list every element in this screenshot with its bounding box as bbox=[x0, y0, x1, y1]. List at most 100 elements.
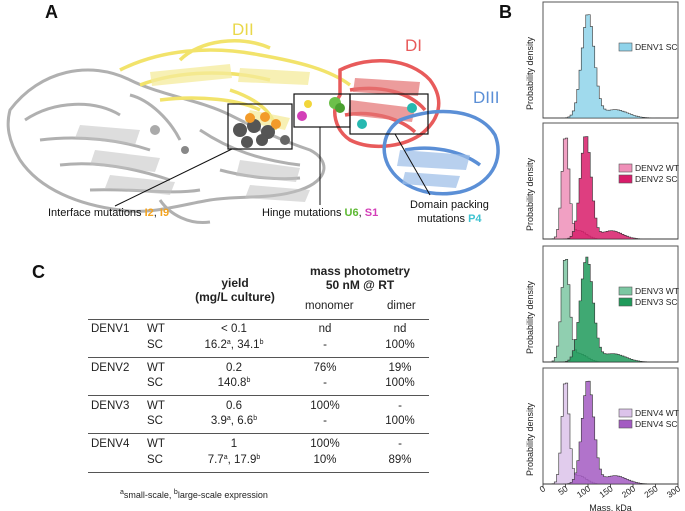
mutation-p4: P4 bbox=[468, 213, 482, 225]
dimer-value: - bbox=[398, 400, 402, 412]
monomer-header: monomer bbox=[305, 300, 354, 312]
histogram-series bbox=[543, 136, 678, 240]
sup-b: b bbox=[173, 489, 178, 496]
panel-label-c: C bbox=[32, 262, 45, 282]
gray-sheets bbox=[75, 125, 310, 202]
sup-a: a bbox=[223, 454, 228, 461]
histogram-series bbox=[543, 14, 678, 119]
domain-packing-line2: mutations bbox=[417, 213, 469, 225]
domain-label-di: DI bbox=[405, 36, 422, 55]
monomer-value: 100% bbox=[310, 400, 340, 412]
dimer-value: 19% bbox=[388, 362, 412, 374]
yield-value: 0.6 bbox=[226, 400, 242, 412]
variant-label: SC bbox=[147, 339, 163, 351]
legend-swatch bbox=[618, 408, 633, 418]
domain-packing-line1: Domain packing bbox=[410, 199, 489, 211]
mass-photometry-header: mass photometry 50 nM @ RT bbox=[290, 264, 430, 292]
domain-label-dii: DII bbox=[232, 20, 254, 39]
interface-box bbox=[227, 103, 293, 150]
table-rule bbox=[88, 319, 429, 320]
mp-header-line2: 50 nM @ RT bbox=[325, 278, 395, 292]
dimer-value: 100% bbox=[385, 377, 415, 389]
sup-a: a bbox=[226, 339, 231, 346]
monomer-value: 100% bbox=[310, 438, 340, 450]
monomer-value: - bbox=[323, 415, 327, 427]
mass-histograms: Probability density DENV1 SC Probability d… bbox=[525, 1, 683, 511]
x-tick-label: 300 bbox=[665, 483, 683, 499]
protein-structure-illustration bbox=[6, 39, 500, 225]
monomer-value: 10% bbox=[313, 454, 337, 466]
variant-label: WT bbox=[147, 400, 165, 412]
dimer-header: dimer bbox=[387, 300, 416, 312]
variant-label: WT bbox=[147, 323, 165, 335]
domain-label-diii: DIII bbox=[473, 88, 500, 107]
y-axis-label: Probability density bbox=[525, 157, 535, 231]
legend-label: DENV4 SC bbox=[635, 419, 678, 429]
dimer-value: 100% bbox=[385, 415, 415, 427]
mutation-i2: I2 bbox=[144, 207, 154, 219]
y-axis-label: Probability density bbox=[525, 36, 535, 110]
serotype-label: DENV4 bbox=[91, 438, 130, 450]
x-tick-label: 0 bbox=[538, 483, 548, 494]
legend-swatch bbox=[618, 42, 633, 52]
yield-large: 34.1 bbox=[237, 339, 260, 351]
sup-a: a bbox=[120, 489, 124, 496]
interface-mutation-spheres bbox=[150, 112, 290, 154]
footnote-b: large-scale expression bbox=[177, 490, 268, 500]
table-rule bbox=[88, 433, 429, 434]
variant-label: SC bbox=[147, 377, 163, 389]
yield-large: 140.8 bbox=[217, 377, 247, 389]
mutation-u6: U6 bbox=[344, 207, 359, 219]
dimer-value: 89% bbox=[388, 454, 412, 466]
x-tick-label: 150 bbox=[597, 483, 615, 499]
legend-swatch bbox=[618, 174, 633, 184]
mutation-s1: S1 bbox=[364, 207, 379, 219]
x-tick-label: 50 bbox=[556, 483, 570, 497]
domain-diii-ribbon bbox=[382, 109, 500, 196]
x-tick-label: 100 bbox=[575, 483, 593, 499]
yield-large: 17.9 bbox=[234, 454, 257, 466]
monomer-value: 76% bbox=[313, 362, 337, 374]
domain-packing-spheres bbox=[357, 103, 417, 129]
sup-a: a bbox=[226, 415, 231, 422]
serotype-label: DENV2 bbox=[91, 362, 130, 374]
monomer-value: nd bbox=[318, 323, 332, 335]
dimer-value: - bbox=[398, 438, 402, 450]
histogram-series bbox=[543, 256, 678, 363]
legend-label: DENV3 SC bbox=[635, 297, 678, 307]
yield-value: 140.8b bbox=[189, 377, 279, 389]
interface-prefix: Interface mutations bbox=[48, 207, 145, 219]
monomer-value: - bbox=[323, 377, 327, 389]
table-rule bbox=[88, 357, 429, 358]
legend-swatch bbox=[618, 419, 633, 429]
variant-label: SC bbox=[147, 415, 163, 427]
domain-packing-box bbox=[349, 93, 429, 135]
sup-b: b bbox=[246, 377, 251, 384]
x-tick-label: 250 bbox=[642, 483, 660, 499]
sup-b: b bbox=[253, 415, 258, 422]
dimer-value: 100% bbox=[385, 339, 415, 351]
legend-label: DENV2 SC bbox=[635, 174, 678, 184]
monomer-value: - bbox=[323, 339, 327, 351]
yield-small: 16.2 bbox=[204, 339, 227, 351]
yield-value: 1 bbox=[230, 438, 238, 450]
serotype-label: DENV1 bbox=[91, 323, 130, 335]
yield-header: yield (mg/L culture) bbox=[185, 276, 285, 304]
yield-value: < 0.1 bbox=[221, 323, 247, 335]
legend-swatch bbox=[618, 286, 633, 296]
hinge-sep: , bbox=[358, 207, 365, 219]
legend-label: DENV4 WT bbox=[635, 408, 679, 418]
serotype-label: DENV3 bbox=[91, 400, 130, 412]
interface-mutations-annotation: Interface mutations I2, I9 bbox=[48, 207, 169, 219]
table-rule bbox=[88, 472, 429, 473]
yield-large: 6.6 bbox=[237, 415, 254, 427]
panel-label-a: A bbox=[45, 2, 58, 22]
yield-value: 7.7a, 17.9b bbox=[207, 454, 261, 466]
y-axis-label: Probability density bbox=[525, 402, 535, 476]
yield-value: 16.2a, 34.1b bbox=[204, 339, 264, 351]
hinge-mutations-annotation: Hinge mutations U6, S1 bbox=[262, 207, 378, 219]
mutation-i9: I9 bbox=[159, 207, 170, 219]
yield-value: 0.2 bbox=[226, 362, 242, 374]
yield-header-line1: yield bbox=[221, 276, 249, 290]
yield-header-line2: (mg/L culture) bbox=[195, 290, 275, 304]
